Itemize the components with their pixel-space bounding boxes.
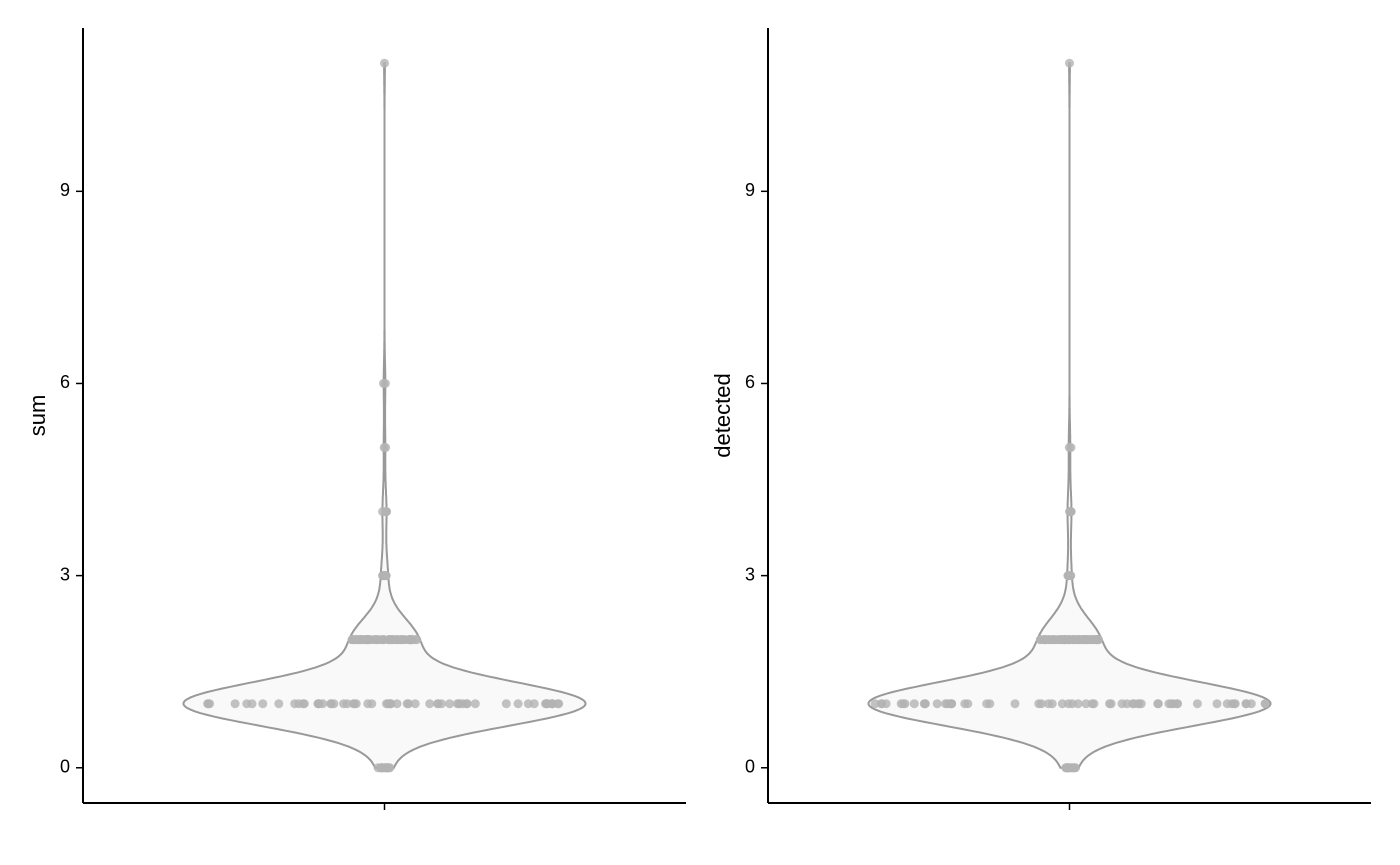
point — [1091, 635, 1101, 645]
point — [203, 699, 213, 709]
point — [1047, 699, 1057, 709]
point — [513, 699, 523, 709]
y-tick-label: 0 — [60, 757, 70, 777]
y-axis-label: detected — [710, 373, 735, 457]
point — [501, 699, 511, 709]
point — [274, 699, 284, 709]
y-tick-label: 9 — [60, 180, 70, 200]
point — [247, 699, 257, 709]
point — [378, 763, 388, 773]
point — [541, 699, 551, 709]
y-tick-label: 6 — [745, 372, 755, 392]
point — [1065, 507, 1075, 517]
point — [363, 699, 373, 709]
point — [350, 635, 360, 645]
point — [1063, 571, 1073, 581]
point — [870, 699, 880, 709]
point — [947, 699, 956, 709]
violin — [867, 62, 1272, 769]
point — [1133, 699, 1143, 709]
point — [1089, 699, 1099, 709]
point — [1153, 699, 1163, 709]
y-axis-label: sum — [25, 395, 50, 437]
point — [909, 699, 919, 709]
point — [445, 699, 455, 709]
point — [313, 699, 323, 709]
point — [393, 635, 403, 645]
point — [339, 699, 349, 709]
point — [963, 699, 973, 709]
point — [1079, 635, 1088, 645]
point — [425, 699, 435, 709]
point — [1064, 635, 1074, 645]
point — [900, 699, 910, 709]
y-tick-label: 6 — [60, 372, 70, 392]
point — [361, 635, 371, 645]
y-tick-label: 0 — [745, 757, 755, 777]
point — [1212, 699, 1222, 709]
point — [410, 699, 420, 709]
point — [919, 699, 929, 709]
point — [1222, 699, 1232, 709]
panel: 0 3 6 9 detected — [710, 28, 1371, 810]
point — [380, 378, 390, 388]
point — [380, 58, 389, 68]
point — [1065, 58, 1074, 68]
violin — [182, 62, 587, 769]
y-tick-label: 9 — [745, 180, 755, 200]
y-tick-label: 3 — [60, 564, 70, 584]
point — [230, 699, 240, 709]
point — [404, 699, 413, 709]
point — [1241, 699, 1251, 709]
point — [381, 507, 391, 517]
point — [433, 699, 443, 709]
point — [1192, 699, 1202, 709]
point — [294, 699, 304, 709]
point — [1049, 635, 1059, 645]
point — [1168, 699, 1178, 709]
point — [1057, 699, 1067, 709]
point — [384, 635, 394, 645]
point — [523, 699, 533, 709]
point — [1062, 763, 1072, 773]
point — [470, 699, 480, 709]
panel: 0 3 6 9 sum — [25, 28, 686, 810]
y-tick-label: 3 — [745, 564, 755, 584]
point — [1260, 699, 1270, 709]
point — [371, 635, 381, 645]
point — [381, 571, 391, 581]
point — [1040, 635, 1050, 645]
point — [1067, 699, 1077, 709]
point — [1034, 699, 1044, 709]
point — [349, 699, 359, 709]
point — [1055, 635, 1065, 645]
point — [462, 699, 472, 709]
point — [1010, 699, 1020, 709]
point — [382, 699, 391, 709]
point — [1066, 443, 1076, 453]
point — [1071, 763, 1080, 773]
point — [454, 699, 464, 709]
point — [554, 699, 564, 709]
point — [1106, 699, 1116, 709]
point — [1081, 699, 1091, 709]
point — [932, 699, 942, 709]
point — [982, 699, 992, 709]
point — [881, 699, 891, 709]
point — [410, 635, 420, 645]
point — [258, 699, 268, 709]
point — [326, 699, 336, 709]
point — [379, 443, 389, 453]
